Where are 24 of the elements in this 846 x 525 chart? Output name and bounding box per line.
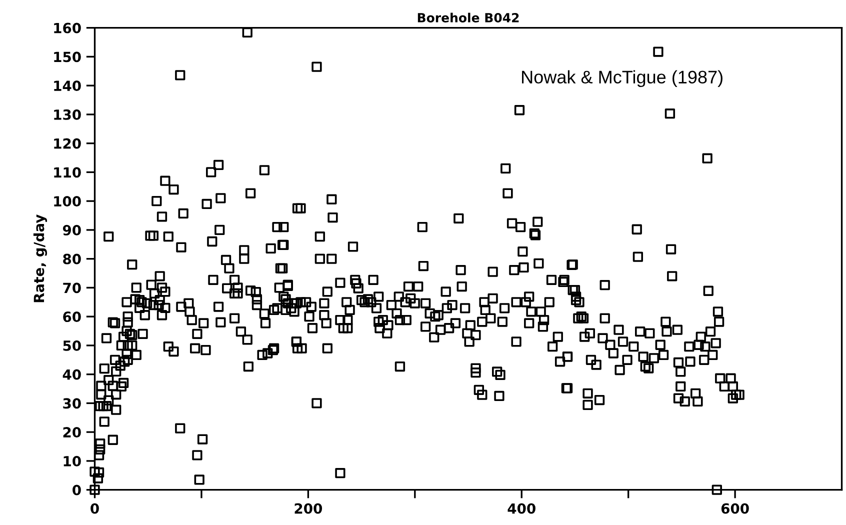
- x-tick-label: 200: [294, 503, 322, 514]
- annotation: Nowak & McTigue (1987): [522, 70, 722, 88]
- y-tick-label: 20: [63, 427, 81, 438]
- y-tick-label: 120: [54, 138, 81, 149]
- x-tick-label: 600: [721, 503, 749, 514]
- y-tick-label: 100: [54, 196, 81, 207]
- y-tick-label: 40: [62, 369, 81, 380]
- y-tick-label: 110: [54, 167, 81, 178]
- y-tick-label: 30: [63, 398, 81, 409]
- y-tick-label: 150: [54, 52, 81, 62]
- y-tick-label: 130: [54, 109, 81, 120]
- y-tick-label: 160: [54, 22, 81, 34]
- y-tick-label: 140: [54, 80, 81, 92]
- y-tick-label: 70: [63, 282, 81, 294]
- y-tick-label: 60: [63, 312, 81, 322]
- x-tick-label: 0: [90, 503, 99, 514]
- y-tick-label: 50: [63, 340, 81, 351]
- y-tick-label: 0: [72, 484, 81, 496]
- y-axis-title: Rate, g/day: [33, 214, 48, 302]
- x-tick-label: 400: [508, 503, 536, 514]
- chart-title: Borehole B042: [418, 12, 519, 22]
- y-tick-label: 90: [62, 224, 81, 236]
- y-tick-label: 10: [64, 456, 81, 466]
- y-tick-label: 80: [63, 254, 81, 264]
